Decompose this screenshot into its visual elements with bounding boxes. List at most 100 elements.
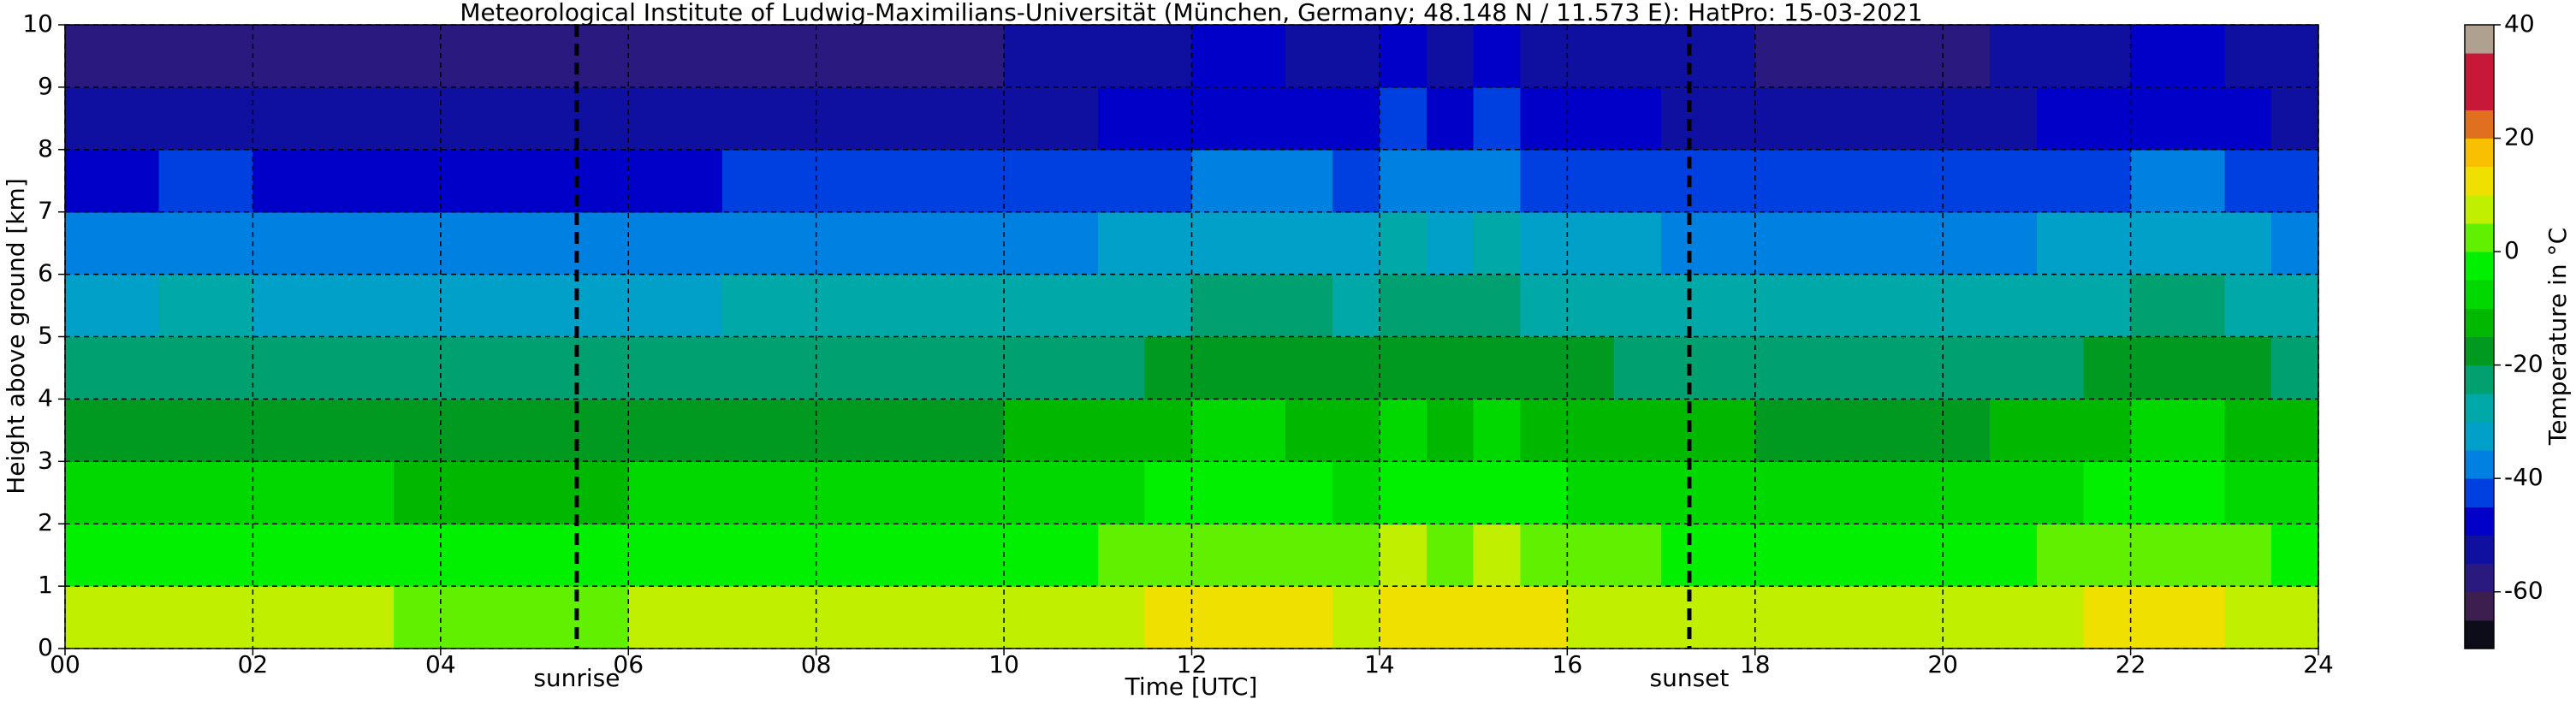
heat-cell xyxy=(1520,586,1568,649)
heat-cell xyxy=(1333,524,1380,587)
heat-cell xyxy=(721,274,770,338)
heat-cell xyxy=(1050,586,1099,649)
heat-cell xyxy=(863,586,911,649)
heat-cell xyxy=(1285,211,1333,275)
heat-cell xyxy=(300,86,347,151)
x-tick-label: 00 xyxy=(50,650,80,678)
heat-cell xyxy=(581,461,629,524)
heat-cell xyxy=(440,399,489,462)
heat-cell xyxy=(205,399,254,462)
heat-cell xyxy=(1473,336,1522,400)
heat-cell xyxy=(1426,211,1475,275)
heat-cell xyxy=(393,586,442,649)
heat-cell xyxy=(957,149,1005,213)
heat-cell xyxy=(1990,211,2038,275)
x-tick-label: 12 xyxy=(1177,650,1208,678)
heat-cell xyxy=(863,25,911,88)
heat-cell xyxy=(1238,399,1286,462)
heat-cell xyxy=(1943,86,1991,151)
heat-cell xyxy=(1333,399,1380,462)
heat-cell xyxy=(2083,211,2132,275)
heat-cell xyxy=(1379,274,1427,338)
heat-cell xyxy=(769,524,817,587)
heat-cell xyxy=(957,274,1005,338)
heat-cell xyxy=(2130,211,2179,275)
heat-cell xyxy=(1144,524,1193,587)
heat-cell xyxy=(1426,461,1475,524)
colorbar-bin xyxy=(2465,222,2494,252)
heat-cell xyxy=(1990,86,2038,151)
heat-cell xyxy=(2224,274,2272,338)
heat-cell xyxy=(1520,524,1568,587)
heat-cell xyxy=(347,274,395,338)
heat-cell xyxy=(1896,461,1944,524)
heat-cell xyxy=(1050,211,1099,275)
heat-cell xyxy=(675,274,723,338)
heat-cell xyxy=(910,336,958,400)
heat-cell xyxy=(581,336,629,400)
heat-cell xyxy=(1614,399,1662,462)
y-axis-label: Height above ground [km] xyxy=(2,178,30,495)
heat-cell xyxy=(1943,524,1991,587)
x-tick-label: 02 xyxy=(238,650,269,678)
heat-cell xyxy=(1004,211,1052,275)
heat-cell xyxy=(628,149,676,213)
heat-cell xyxy=(863,274,911,338)
heat-cell xyxy=(1520,336,1568,400)
heat-cell xyxy=(1004,149,1052,213)
heat-cell xyxy=(2177,586,2225,649)
heat-cell xyxy=(1285,336,1333,400)
x-tick-label: 24 xyxy=(2303,650,2334,678)
heat-cell xyxy=(628,86,676,151)
heat-cell xyxy=(1754,86,1803,151)
heat-cell xyxy=(628,586,676,649)
colorbar-tick-label: -20 xyxy=(2504,350,2543,378)
heat-cell xyxy=(2036,25,2085,88)
heat-cell xyxy=(440,25,489,88)
heat-cell xyxy=(1004,399,1052,462)
heat-cell xyxy=(1379,149,1427,213)
heat-cell xyxy=(158,461,207,524)
heat-cell xyxy=(1379,86,1427,151)
heat-cell xyxy=(769,211,817,275)
heat-cell xyxy=(1097,211,1146,275)
colorbar-bin xyxy=(2465,450,2494,479)
heat-cell xyxy=(675,25,723,88)
heat-cell xyxy=(2271,149,2319,213)
heat-cell xyxy=(1754,211,1803,275)
heat-cell xyxy=(1661,461,1709,524)
heat-cell xyxy=(347,586,395,649)
heat-cell xyxy=(1990,399,2038,462)
heat-cell xyxy=(2036,86,2085,151)
heat-cell xyxy=(2224,586,2272,649)
heat-cell xyxy=(581,86,629,151)
heat-cell xyxy=(1661,336,1709,400)
heat-cell xyxy=(721,586,770,649)
heat-cell xyxy=(1801,461,1850,524)
heat-cell xyxy=(111,211,160,275)
heat-cell xyxy=(1943,461,1991,524)
y-tick-label: 1 xyxy=(38,571,53,599)
heat-cell xyxy=(1614,86,1662,151)
heat-cell xyxy=(1754,25,1803,88)
heat-cell xyxy=(1661,149,1709,213)
heat-cell xyxy=(1473,25,1522,88)
heat-cell xyxy=(2036,274,2085,338)
heat-cell xyxy=(2224,461,2272,524)
heat-cell xyxy=(1943,274,1991,338)
heat-cell xyxy=(1849,211,1896,275)
heat-cell xyxy=(1426,149,1475,213)
heat-cell xyxy=(863,149,911,213)
heat-cell xyxy=(111,461,160,524)
heat-cell xyxy=(2177,524,2225,587)
heat-cell xyxy=(1661,586,1709,649)
heat-cell xyxy=(534,461,582,524)
heat-cell xyxy=(581,25,629,88)
heat-cell xyxy=(393,86,442,151)
heat-cell xyxy=(1801,211,1850,275)
heat-cell xyxy=(2271,586,2319,649)
y-tick-label: 5 xyxy=(38,322,53,350)
heat-cell xyxy=(1990,524,2038,587)
heat-cell xyxy=(111,336,160,400)
heat-cell xyxy=(1661,524,1709,587)
